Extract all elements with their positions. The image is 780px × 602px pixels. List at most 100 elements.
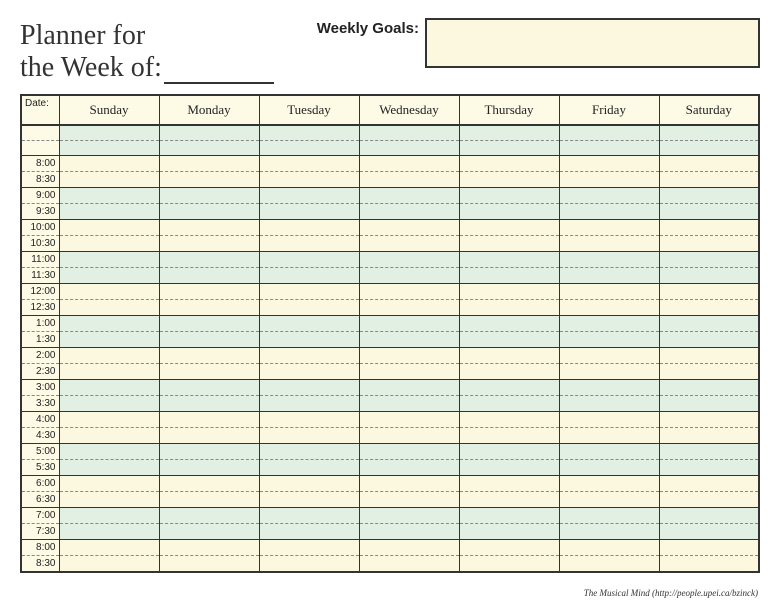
planner-cell[interactable] <box>259 555 359 572</box>
planner-cell[interactable] <box>159 235 259 251</box>
planner-cell[interactable] <box>359 443 459 459</box>
planner-cell[interactable] <box>659 140 759 155</box>
planner-cell[interactable] <box>259 125 359 140</box>
planner-cell[interactable] <box>659 459 759 475</box>
planner-cell[interactable] <box>459 379 559 395</box>
planner-cell[interactable] <box>359 523 459 539</box>
planner-cell[interactable] <box>359 491 459 507</box>
planner-cell[interactable] <box>259 523 359 539</box>
planner-cell[interactable] <box>59 379 159 395</box>
planner-cell[interactable] <box>359 363 459 379</box>
planner-cell[interactable] <box>559 267 659 283</box>
planner-cell[interactable] <box>259 251 359 267</box>
planner-cell[interactable] <box>459 140 559 155</box>
planner-cell[interactable] <box>259 507 359 523</box>
planner-cell[interactable] <box>259 203 359 219</box>
planner-cell[interactable] <box>59 491 159 507</box>
planner-cell[interactable] <box>359 315 459 331</box>
planner-cell[interactable] <box>59 315 159 331</box>
planner-cell[interactable] <box>559 219 659 235</box>
planner-cell[interactable] <box>159 443 259 459</box>
planner-cell[interactable] <box>459 283 559 299</box>
planner-cell[interactable] <box>459 235 559 251</box>
planner-cell[interactable] <box>659 507 759 523</box>
planner-cell[interactable] <box>559 155 659 171</box>
planner-cell[interactable] <box>159 203 259 219</box>
planner-cell[interactable] <box>259 491 359 507</box>
planner-cell[interactable] <box>459 299 559 315</box>
planner-cell[interactable] <box>659 315 759 331</box>
planner-cell[interactable] <box>59 331 159 347</box>
planner-cell[interactable] <box>159 363 259 379</box>
planner-cell[interactable] <box>659 171 759 187</box>
planner-cell[interactable] <box>359 555 459 572</box>
planner-cell[interactable] <box>159 219 259 235</box>
planner-cell[interactable] <box>459 219 559 235</box>
planner-cell[interactable] <box>359 155 459 171</box>
planner-cell[interactable] <box>559 475 659 491</box>
planner-cell[interactable] <box>159 171 259 187</box>
planner-cell[interactable] <box>459 363 559 379</box>
planner-cell[interactable] <box>559 491 659 507</box>
planner-cell[interactable] <box>659 187 759 203</box>
planner-cell[interactable] <box>259 283 359 299</box>
planner-cell[interactable] <box>459 125 559 140</box>
planner-cell[interactable] <box>159 523 259 539</box>
planner-cell[interactable] <box>59 411 159 427</box>
planner-cell[interactable] <box>559 140 659 155</box>
planner-cell[interactable] <box>359 219 459 235</box>
planner-cell[interactable] <box>159 140 259 155</box>
planner-cell[interactable] <box>359 283 459 299</box>
planner-cell[interactable] <box>359 475 459 491</box>
planner-cell[interactable] <box>59 363 159 379</box>
planner-cell[interactable] <box>459 459 559 475</box>
planner-cell[interactable] <box>559 251 659 267</box>
planner-cell[interactable] <box>259 299 359 315</box>
planner-cell[interactable] <box>159 267 259 283</box>
planner-cell[interactable] <box>659 491 759 507</box>
planner-cell[interactable] <box>59 347 159 363</box>
planner-cell[interactable] <box>159 475 259 491</box>
planner-cell[interactable] <box>59 219 159 235</box>
planner-cell[interactable] <box>59 125 159 140</box>
planner-cell[interactable] <box>259 155 359 171</box>
planner-cell[interactable] <box>59 267 159 283</box>
planner-cell[interactable] <box>459 491 559 507</box>
planner-cell[interactable] <box>459 507 559 523</box>
week-of-blank[interactable] <box>164 62 274 84</box>
planner-cell[interactable] <box>359 140 459 155</box>
planner-cell[interactable] <box>159 125 259 140</box>
planner-cell[interactable] <box>259 395 359 411</box>
planner-cell[interactable] <box>659 475 759 491</box>
planner-cell[interactable] <box>359 267 459 283</box>
planner-cell[interactable] <box>459 203 559 219</box>
planner-cell[interactable] <box>159 283 259 299</box>
planner-cell[interactable] <box>659 299 759 315</box>
planner-cell[interactable] <box>159 491 259 507</box>
planner-cell[interactable] <box>559 347 659 363</box>
planner-cell[interactable] <box>459 523 559 539</box>
planner-cell[interactable] <box>159 315 259 331</box>
planner-cell[interactable] <box>459 171 559 187</box>
planner-cell[interactable] <box>359 299 459 315</box>
planner-cell[interactable] <box>559 187 659 203</box>
planner-cell[interactable] <box>159 331 259 347</box>
planner-cell[interactable] <box>559 443 659 459</box>
planner-cell[interactable] <box>659 267 759 283</box>
planner-cell[interactable] <box>259 539 359 555</box>
planner-cell[interactable] <box>259 475 359 491</box>
planner-cell[interactable] <box>559 315 659 331</box>
planner-cell[interactable] <box>159 539 259 555</box>
planner-cell[interactable] <box>159 555 259 572</box>
planner-cell[interactable] <box>359 171 459 187</box>
planner-cell[interactable] <box>259 411 359 427</box>
planner-cell[interactable] <box>159 187 259 203</box>
planner-cell[interactable] <box>659 411 759 427</box>
planner-cell[interactable] <box>459 475 559 491</box>
planner-cell[interactable] <box>259 315 359 331</box>
planner-cell[interactable] <box>59 171 159 187</box>
planner-cell[interactable] <box>359 395 459 411</box>
planner-cell[interactable] <box>59 459 159 475</box>
planner-cell[interactable] <box>359 187 459 203</box>
planner-cell[interactable] <box>259 187 359 203</box>
